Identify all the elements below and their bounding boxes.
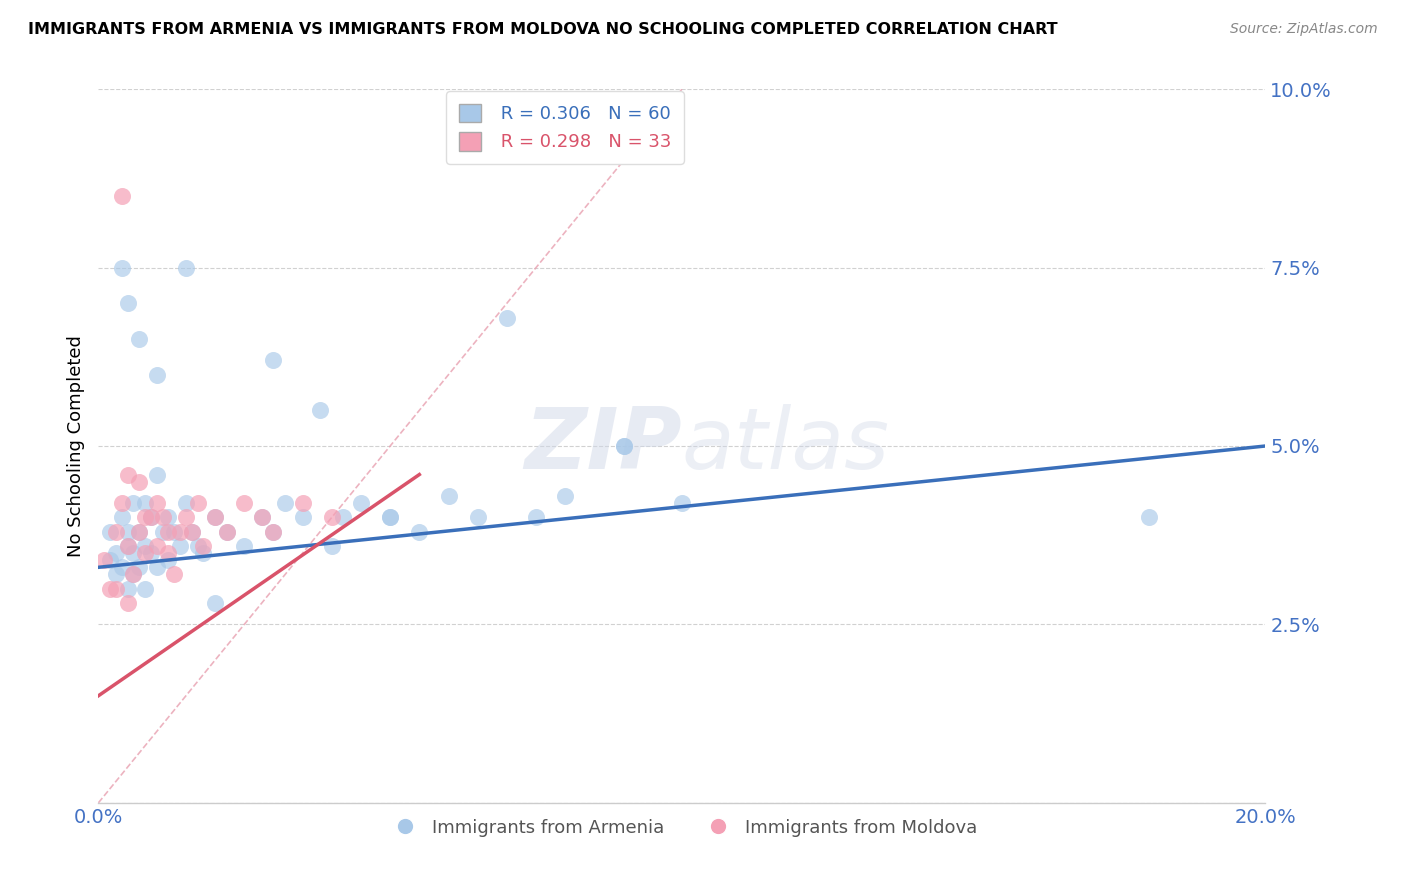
Point xyxy=(380,510,402,524)
Point xyxy=(169,539,191,553)
Point xyxy=(174,496,197,510)
Point xyxy=(117,524,139,539)
Point xyxy=(128,524,150,539)
Point xyxy=(134,546,156,560)
Point xyxy=(1137,510,1160,524)
Point xyxy=(134,539,156,553)
Point xyxy=(104,524,127,539)
Point xyxy=(193,546,215,560)
Point xyxy=(671,496,693,510)
Point xyxy=(193,539,215,553)
Point xyxy=(146,560,169,574)
Point xyxy=(146,539,169,553)
Point xyxy=(98,582,121,596)
Point xyxy=(180,524,202,539)
Text: IMMIGRANTS FROM ARMENIA VS IMMIGRANTS FROM MOLDOVA NO SCHOOLING COMPLETED CORREL: IMMIGRANTS FROM ARMENIA VS IMMIGRANTS FR… xyxy=(28,22,1057,37)
Point xyxy=(204,596,226,610)
Point xyxy=(98,553,121,567)
Point xyxy=(180,524,202,539)
Point xyxy=(554,489,576,503)
Point xyxy=(128,560,150,574)
Point xyxy=(139,546,162,560)
Point xyxy=(134,510,156,524)
Point xyxy=(128,332,150,346)
Point xyxy=(163,524,186,539)
Point xyxy=(117,582,139,596)
Point xyxy=(496,310,519,325)
Point xyxy=(117,296,139,310)
Point xyxy=(146,467,169,482)
Point xyxy=(408,524,430,539)
Point xyxy=(612,439,634,453)
Point xyxy=(332,510,354,524)
Point xyxy=(309,403,332,417)
Point xyxy=(146,368,169,382)
Point xyxy=(122,546,145,560)
Point xyxy=(111,189,134,203)
Point xyxy=(152,524,174,539)
Point xyxy=(122,567,145,582)
Point xyxy=(128,475,150,489)
Point xyxy=(152,510,174,524)
Point xyxy=(321,510,343,524)
Point xyxy=(291,496,314,510)
Text: Source: ZipAtlas.com: Source: ZipAtlas.com xyxy=(1230,22,1378,37)
Point xyxy=(174,260,197,275)
Point xyxy=(104,582,127,596)
Point xyxy=(169,524,191,539)
Point xyxy=(139,510,162,524)
Point xyxy=(134,582,156,596)
Point xyxy=(174,510,197,524)
Point xyxy=(215,524,238,539)
Point xyxy=(187,496,209,510)
Point xyxy=(122,496,145,510)
Text: ZIP: ZIP xyxy=(524,404,682,488)
Point xyxy=(612,439,634,453)
Point xyxy=(98,524,121,539)
Point xyxy=(117,596,139,610)
Point xyxy=(111,560,134,574)
Point xyxy=(204,510,226,524)
Point xyxy=(111,510,134,524)
Point xyxy=(524,510,547,524)
Point xyxy=(250,510,273,524)
Point xyxy=(93,553,115,567)
Point xyxy=(163,567,186,582)
Point xyxy=(274,496,297,510)
Point xyxy=(233,539,256,553)
Point xyxy=(139,510,162,524)
Point xyxy=(122,567,145,582)
Text: atlas: atlas xyxy=(682,404,890,488)
Point xyxy=(111,496,134,510)
Point xyxy=(467,510,489,524)
Point xyxy=(215,524,238,539)
Point xyxy=(146,496,169,510)
Point xyxy=(157,553,180,567)
Point xyxy=(187,539,209,553)
Point xyxy=(437,489,460,503)
Point xyxy=(157,510,180,524)
Point xyxy=(117,539,139,553)
Point xyxy=(157,546,180,560)
Legend: Immigrants from Armenia, Immigrants from Moldova: Immigrants from Armenia, Immigrants from… xyxy=(380,812,984,844)
Point xyxy=(321,539,343,553)
Point xyxy=(204,510,226,524)
Point xyxy=(117,467,139,482)
Point xyxy=(380,510,402,524)
Point xyxy=(104,567,127,582)
Point xyxy=(104,546,127,560)
Point xyxy=(262,524,284,539)
Point xyxy=(262,353,284,368)
Point xyxy=(291,510,314,524)
Point xyxy=(262,524,284,539)
Point xyxy=(350,496,373,510)
Point xyxy=(111,260,134,275)
Point xyxy=(128,524,150,539)
Y-axis label: No Schooling Completed: No Schooling Completed xyxy=(66,335,84,557)
Point xyxy=(233,496,256,510)
Point xyxy=(157,524,180,539)
Point xyxy=(134,496,156,510)
Point xyxy=(250,510,273,524)
Point xyxy=(117,539,139,553)
